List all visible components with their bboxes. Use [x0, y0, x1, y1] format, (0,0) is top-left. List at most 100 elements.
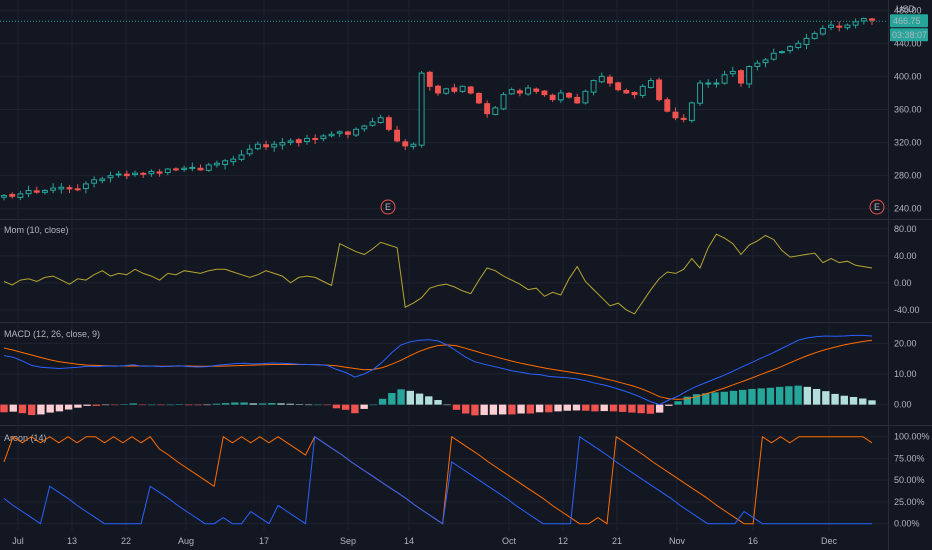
macd-histogram-bar [231, 402, 239, 405]
candle-body [598, 75, 605, 83]
candle-body [287, 140, 294, 143]
macd-histogram-bar [462, 404, 470, 414]
candle-body [533, 88, 540, 92]
macd-histogram-bar [720, 391, 728, 405]
earnings-marker [380, 199, 396, 215]
macd-histogram-bar [674, 401, 682, 405]
candle-body [344, 131, 351, 135]
candle-body [140, 172, 147, 175]
last-price-badge [890, 14, 928, 28]
candle-body [66, 187, 73, 190]
macd-histogram-bar [166, 404, 174, 406]
candle-body [50, 187, 57, 191]
candle-body [443, 88, 450, 94]
x-tick-label: Oct [502, 536, 517, 546]
y-tick-label: 400.00 [894, 71, 922, 81]
macd-histogram-bar [397, 389, 405, 405]
candle-body [836, 25, 843, 28]
macd-histogram-bar [111, 404, 119, 406]
macd-histogram-bar [618, 404, 627, 412]
candle-body [418, 72, 425, 146]
y-tick-label: 50.00% [894, 475, 925, 485]
macd-histogram-bar [563, 404, 571, 411]
macd-histogram-bar [64, 404, 73, 410]
macd-histogram-bar [425, 396, 433, 405]
macd-histogram-bar [702, 393, 710, 405]
candle-body [279, 142, 286, 146]
momentum-line [3, 233, 873, 315]
candle-body [500, 94, 507, 110]
macd-histogram-bar [221, 403, 230, 405]
candle-body [762, 59, 769, 64]
candle-body [9, 193, 16, 197]
candle-body [222, 160, 229, 165]
candle-body [869, 18, 875, 21]
macd-histogram-bar [554, 404, 562, 412]
y-tick-label: 75.00% [894, 453, 925, 463]
x-tick-label: 12 [558, 536, 568, 546]
macd-histogram-bar [194, 404, 202, 406]
macd-histogram-bar [572, 404, 581, 411]
candle-body [402, 141, 409, 147]
macd-histogram-bar [582, 404, 590, 411]
candle-body [795, 42, 802, 49]
candle-body [705, 82, 712, 85]
candle-body [607, 76, 613, 84]
candle-body [467, 86, 474, 94]
macd-histogram-bar [757, 388, 765, 405]
candle-body [254, 143, 261, 150]
candle-body [132, 172, 138, 176]
candle-body [205, 164, 212, 171]
candle-body [860, 18, 867, 22]
macd-histogram-bar [18, 404, 27, 414]
candle-body [541, 90, 548, 96]
y-tick-label: 0.00% [894, 519, 920, 529]
y-tick-label: 440.00 [894, 38, 922, 48]
candle-body [778, 51, 785, 54]
y-tick-label: 0.00 [894, 400, 912, 410]
candle-body [688, 102, 695, 121]
candle-body [680, 117, 687, 120]
candle-body [82, 183, 89, 190]
candle-body [148, 171, 155, 175]
momentum-title: Mom (10, close) [4, 225, 69, 235]
candle-body [410, 143, 417, 147]
macd-histogram-bar [508, 404, 516, 415]
macd-histogram-bar [637, 404, 645, 414]
x-tick-label: 14 [404, 536, 414, 546]
macd-histogram-bar [268, 403, 276, 405]
y-tick-label: 320.00 [894, 138, 922, 148]
candle-body [647, 80, 654, 88]
macd-histogram-bar [452, 404, 461, 410]
candle-body [484, 103, 491, 115]
y-tick-label: 280.00 [894, 171, 922, 181]
macd-histogram-bar [711, 392, 719, 405]
macd-histogram-bar [526, 404, 535, 414]
candle-body [852, 21, 859, 26]
candle-body [828, 24, 835, 28]
candle-body [173, 168, 179, 171]
candle-body [631, 91, 638, 96]
macd-histogram-bar [55, 404, 64, 412]
candle-body [295, 139, 302, 144]
candle-body [328, 133, 335, 137]
candle-body [590, 80, 597, 93]
macd-histogram-bar [840, 395, 848, 405]
macd-histogram-bar [157, 404, 165, 406]
candle-body [99, 178, 106, 182]
candle-body [492, 107, 499, 115]
candle-body [672, 111, 679, 119]
macd-histogram-bar [101, 404, 110, 406]
macd-histogram-bar [480, 404, 488, 416]
candle-body [615, 82, 622, 91]
x-tick-label: Sep [340, 536, 356, 546]
macd-histogram-bar [184, 404, 193, 406]
candle-body [811, 32, 818, 39]
macd-histogram-bar [406, 390, 414, 405]
macd-histogram-bar [443, 404, 451, 406]
candle-body [697, 82, 703, 104]
countdown-badge [890, 28, 928, 42]
candle-body [713, 82, 720, 85]
macd-histogram-bar [655, 404, 664, 413]
